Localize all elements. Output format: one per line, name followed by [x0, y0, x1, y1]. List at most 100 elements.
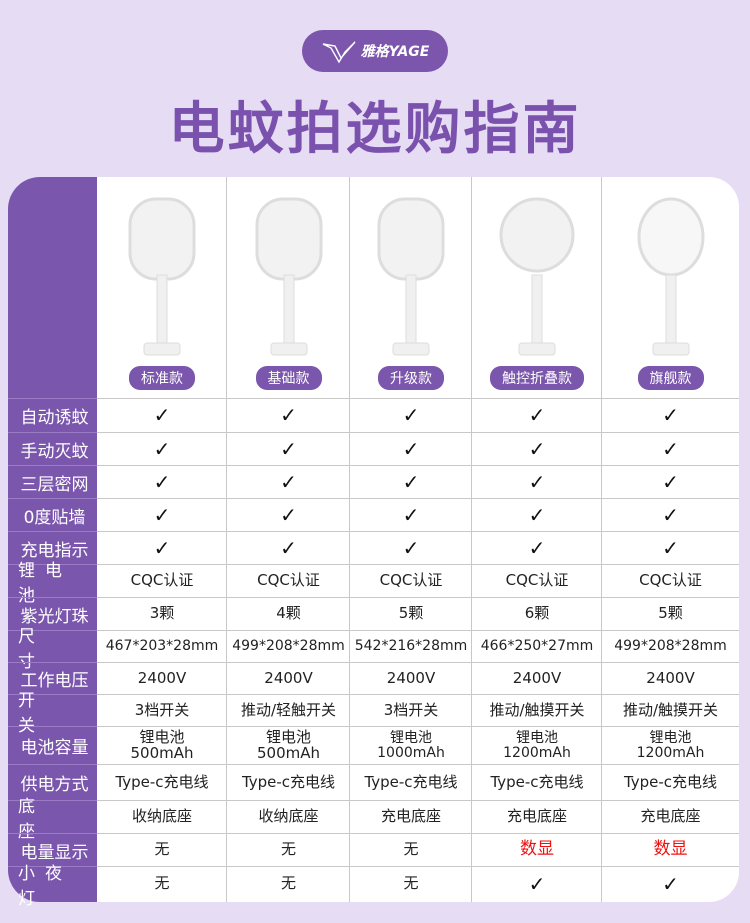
table-cell: 542*216*28mm: [354, 638, 468, 655]
check-icon: ✓: [662, 403, 679, 427]
check-icon: ✓: [280, 535, 297, 560]
check-icon: ✓: [153, 436, 171, 461]
table-cell: 无: [154, 840, 170, 859]
table-row: 锂电池 500mAh 锂电池 500mAh 锂电池 1000mAh 锂电池 1200m…: [97, 726, 739, 764]
table-row: 467*203*28mm 499*208*28mm 542*216*28mm 466*…: [97, 630, 739, 662]
row-label-text: 尺寸: [18, 626, 65, 672]
check-icon: ✓: [402, 535, 420, 560]
table-cell: Type-c充电线: [623, 772, 718, 791]
table-cell: CQC认证: [257, 571, 320, 590]
row-label: 小夜灯: [8, 864, 97, 909]
table-cell: Type-c充电线: [490, 772, 584, 791]
brand-logo: 雅格YAGE: [302, 30, 448, 72]
table-row: ✓ ✓ ✓ ✓ ✓: [97, 432, 739, 465]
product-header: 基础款: [227, 177, 350, 398]
table-cell: 499*208*28mm: [232, 638, 345, 655]
table-row: 2400V 2400V 2400V 2400V 2400V: [97, 662, 739, 694]
table-row: ✓ ✓ ✓ ✓ ✓: [97, 498, 739, 531]
check-icon: ✓: [153, 403, 171, 427]
comparison-table: 自动诱蚊 手动灭蚊 三层密网 0度贴墙 充电指示 锂电池 紫光灯珠 尺寸 工作电压 开关 电池容量供…: [8, 177, 739, 909]
check-icon: ✓: [528, 535, 546, 560]
check-icon: ✓: [528, 469, 546, 494]
check-icon: ✓: [402, 469, 420, 494]
table-cell: 推动/轻触开关: [240, 700, 337, 719]
product-header: 升级款: [350, 177, 472, 398]
check-icon: ✓: [528, 436, 546, 461]
column-divider: [97, 177, 227, 902]
crane-logo-icon: [322, 41, 356, 64]
row-label: 手动灭蚊: [8, 432, 97, 465]
table-cell: 2400V: [264, 668, 313, 687]
table-cell: 2400V: [512, 668, 562, 687]
table-cell: 2400V: [646, 668, 695, 687]
table-row: 无 无 无 ✓ ✓: [97, 866, 739, 901]
product-header: 旗舰款: [602, 177, 739, 398]
check-icon: ✓: [280, 436, 297, 461]
table-row: CQC认证 CQC认证 CQC认证 CQC认证 CQC认证: [97, 564, 739, 597]
table-row: ✓ ✓ ✓ ✓ ✓: [97, 465, 739, 498]
row-label: 紫光灯珠: [8, 597, 97, 630]
check-icon: ✓: [662, 871, 679, 896]
check-icon: ✓: [153, 502, 171, 527]
table-cell: 3颗: [149, 604, 175, 623]
table-cell: 无: [280, 874, 296, 893]
table-cell: CQC认证: [639, 571, 702, 590]
row-label-text: 小夜灯: [18, 864, 72, 909]
table-cell: 收纳底座: [258, 807, 319, 826]
table-cell: 充电底座: [640, 807, 701, 826]
table-row: Type-c充电线 Type-c充电线 Type-c充电线 Type-c充电线 Type…: [97, 764, 739, 800]
product-name-badge: 旗舰款: [637, 366, 704, 390]
table-cell: 推动/触摸开关: [622, 700, 719, 719]
fly-swatter-image: [255, 197, 322, 356]
table-cell: 无: [403, 840, 419, 859]
fly-swatter-image: [637, 197, 704, 356]
table-cell: 4颗: [276, 604, 301, 623]
product-grid: 标准款 基础款 升级款 触控折叠款 旗舰款 ✓ ✓ ✓ ✓ ✓ ✓ ✓ ✓ ✓ ✓ ✓ ✓ ✓ ✓ ✓ ✓ ✓ ✓ ✓ ✓ ✓ ✓ ✓…: [97, 177, 739, 902]
check-icon: ✓: [662, 535, 679, 560]
table-cell: 推动/触摸开关: [489, 700, 585, 719]
table-cell: 收纳底座: [131, 807, 192, 826]
table-row: ✓ ✓ ✓ ✓ ✓: [97, 398, 739, 432]
product-name-badge: 标准款: [129, 366, 195, 390]
table-cell: 无: [280, 840, 296, 859]
table-cell: 锂电池 1200mAh: [636, 729, 705, 761]
table-cell: Type-c充电线: [241, 772, 336, 791]
check-icon: ✓: [662, 469, 679, 494]
product-header: 标准款: [97, 177, 227, 398]
table-cell: 2400V: [386, 668, 436, 687]
row-label-text: 锂电池: [18, 561, 72, 606]
row-label: 供电方式: [8, 764, 97, 800]
check-icon: ✓: [662, 436, 679, 461]
table-cell: 466*250*27mm: [480, 638, 594, 655]
table-row: 无 无 无 数显 数显: [97, 833, 739, 866]
check-icon: ✓: [280, 403, 297, 427]
row-label: 开关: [8, 691, 97, 736]
fly-swatter-image: [377, 197, 445, 356]
table-cell: 锂电池 1000mAh: [377, 729, 445, 761]
check-icon: ✓: [528, 403, 546, 427]
table-row: 3颗 4颗 5颗 6颗 5颗: [97, 597, 739, 630]
row-label: 底座: [8, 797, 97, 842]
product-name-badge: 升级款: [378, 366, 444, 390]
check-icon: ✓: [280, 469, 297, 494]
page-title: 电蚊拍选购指南: [168, 97, 582, 162]
table-cell: 6颗: [524, 604, 550, 623]
table-cell: 锂电池 500mAh: [256, 727, 320, 762]
row-label: 自动诱蚊: [8, 398, 97, 432]
column-divider: [227, 177, 350, 902]
brand-name: 雅格YAGE: [360, 44, 430, 60]
row-label: 尺寸: [8, 627, 97, 672]
table-row: 收纳底座 收纳底座 充电底座 充电底座 充电底座: [97, 800, 739, 833]
table-row: ✓ ✓ ✓ ✓ ✓: [97, 531, 739, 564]
table-cell: 467*203*28mm: [105, 638, 219, 655]
table-cell: 499*208*28mm: [614, 638, 727, 655]
row-label: 三层密网: [8, 465, 97, 498]
column-divider: [472, 177, 602, 902]
table-cell: 5颗: [398, 604, 424, 623]
table-cell: 5颗: [658, 604, 683, 623]
table-cell: CQC认证: [505, 571, 569, 590]
product-name-badge: 基础款: [255, 366, 322, 390]
row-label: 0度贴墙: [8, 498, 97, 531]
fly-swatter-image: [499, 197, 575, 356]
row-label: 锂电池: [8, 561, 97, 606]
